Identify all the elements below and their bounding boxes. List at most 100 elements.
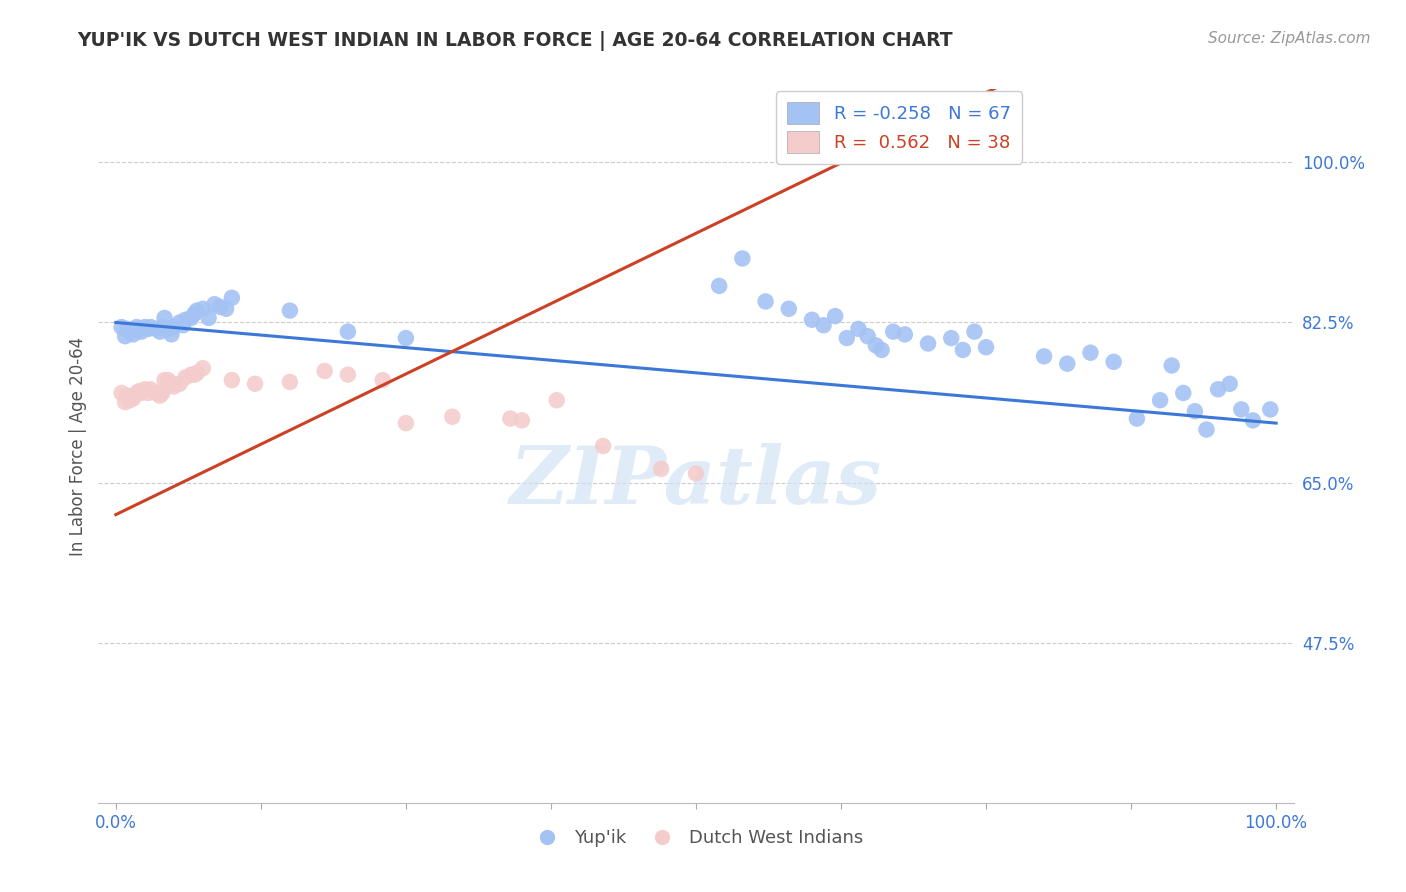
- Legend: Yup'ik, Dutch West Indians: Yup'ik, Dutch West Indians: [522, 822, 870, 855]
- Point: [778, 301, 800, 316]
- Point: [191, 301, 214, 316]
- Point: [395, 416, 418, 430]
- Point: [963, 325, 986, 339]
- Point: [163, 379, 186, 393]
- Point: [709, 279, 731, 293]
- Point: [731, 252, 754, 266]
- Point: [1230, 402, 1253, 417]
- Point: [1173, 386, 1195, 401]
- Point: [441, 409, 464, 424]
- Point: [153, 310, 176, 325]
- Point: [510, 413, 533, 427]
- Point: [160, 327, 183, 342]
- Point: [169, 316, 191, 330]
- Point: [136, 386, 159, 401]
- Point: [131, 386, 153, 401]
- Point: [150, 320, 173, 334]
- Point: [314, 364, 336, 378]
- Point: [1080, 345, 1102, 359]
- Point: [174, 370, 197, 384]
- Point: [118, 393, 141, 408]
- Point: [128, 384, 150, 398]
- Point: [209, 300, 232, 314]
- Point: [128, 322, 150, 336]
- Point: [865, 338, 887, 352]
- Point: [186, 303, 208, 318]
- Point: [118, 325, 141, 339]
- Point: [592, 439, 614, 453]
- Point: [1033, 349, 1056, 363]
- Point: [755, 294, 778, 309]
- Point: [1126, 411, 1149, 425]
- Point: [183, 306, 205, 320]
- Point: [160, 376, 183, 391]
- Point: [1219, 376, 1241, 391]
- Point: [122, 392, 145, 406]
- Point: [546, 393, 568, 408]
- Point: [221, 291, 243, 305]
- Point: [149, 389, 172, 403]
- Point: [180, 368, 202, 382]
- Point: [139, 382, 162, 396]
- Point: [204, 297, 226, 311]
- Point: [117, 389, 139, 403]
- Point: [395, 331, 418, 345]
- Point: [172, 318, 194, 333]
- Point: [917, 336, 939, 351]
- Point: [856, 329, 879, 343]
- Point: [499, 411, 522, 425]
- Point: [835, 331, 858, 345]
- Point: [180, 310, 202, 325]
- Point: [1206, 382, 1229, 396]
- Point: [122, 327, 145, 342]
- Point: [870, 343, 893, 357]
- Point: [136, 322, 159, 336]
- Point: [134, 382, 156, 396]
- Text: YUP'IK VS DUTCH WEST INDIAN IN LABOR FORCE | AGE 20-64 CORRELATION CHART: YUP'IK VS DUTCH WEST INDIAN IN LABOR FOR…: [77, 31, 953, 51]
- Point: [848, 322, 870, 336]
- Point: [111, 386, 134, 401]
- Point: [278, 303, 301, 318]
- Point: [111, 320, 134, 334]
- Point: [183, 368, 205, 382]
- Point: [1056, 357, 1078, 371]
- Point: [801, 312, 824, 326]
- Point: [114, 395, 136, 409]
- Point: [125, 320, 148, 334]
- Point: [139, 320, 162, 334]
- Point: [174, 312, 197, 326]
- Point: [650, 462, 672, 476]
- Text: Source: ZipAtlas.com: Source: ZipAtlas.com: [1208, 31, 1371, 46]
- Point: [150, 386, 173, 401]
- Y-axis label: In Labor Force | Age 20-64: In Labor Force | Age 20-64: [69, 336, 87, 556]
- Text: ZIPatlas: ZIPatlas: [510, 443, 882, 520]
- Point: [336, 325, 359, 339]
- Point: [243, 376, 266, 391]
- Point: [1160, 359, 1182, 373]
- Point: [336, 368, 359, 382]
- Point: [134, 320, 156, 334]
- Point: [221, 373, 243, 387]
- Point: [882, 325, 904, 339]
- Point: [157, 373, 180, 387]
- Point: [157, 322, 180, 336]
- Point: [974, 340, 997, 354]
- Point: [941, 331, 963, 345]
- Point: [169, 376, 191, 391]
- Point: [1102, 355, 1125, 369]
- Point: [685, 467, 707, 481]
- Point: [1195, 423, 1218, 437]
- Point: [215, 301, 238, 316]
- Point: [186, 366, 208, 380]
- Point: [813, 318, 835, 333]
- Point: [114, 329, 136, 343]
- Point: [1241, 413, 1264, 427]
- Point: [371, 373, 394, 387]
- Point: [153, 373, 176, 387]
- Point: [191, 361, 214, 376]
- Point: [197, 310, 219, 325]
- Point: [145, 322, 167, 336]
- Point: [149, 325, 172, 339]
- Point: [125, 386, 148, 401]
- Point: [1184, 404, 1206, 418]
